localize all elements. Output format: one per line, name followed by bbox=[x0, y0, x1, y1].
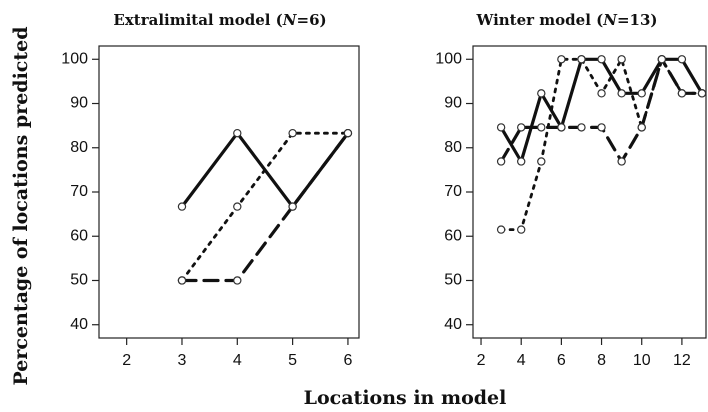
panel-extralimital: Extralimital model (N=6) 40 50 60 70 80 90 100… bbox=[61, 11, 360, 369]
data-point bbox=[517, 157, 526, 166]
data-point bbox=[537, 157, 546, 166]
y-tick-label: 60 bbox=[444, 227, 462, 244]
data-point bbox=[617, 89, 626, 98]
data-point bbox=[288, 128, 297, 138]
data-point bbox=[697, 89, 707, 98]
y-tick-label: 40 bbox=[70, 316, 88, 333]
data-point bbox=[597, 55, 606, 64]
data-point bbox=[637, 123, 646, 132]
data-point bbox=[677, 55, 687, 64]
x-tick-label: 4 bbox=[233, 352, 242, 369]
x-tick-label: 6 bbox=[343, 352, 352, 369]
y-tick-label: 70 bbox=[444, 183, 462, 200]
panel-title: Extralimital model (N=6) bbox=[113, 11, 326, 29]
data-point bbox=[537, 123, 546, 132]
plot-frame bbox=[472, 45, 707, 339]
data-point bbox=[537, 89, 546, 98]
y-tick-label: 50 bbox=[444, 272, 462, 289]
data-point bbox=[617, 157, 626, 166]
data-point bbox=[597, 123, 606, 132]
panel-title: Winter model (N=13) bbox=[476, 11, 658, 29]
series-line-dotted bbox=[180, 131, 350, 282]
y-tick-label: 80 bbox=[444, 139, 462, 156]
x-tick-label: 2 bbox=[477, 352, 486, 369]
x-tick-label: 8 bbox=[597, 352, 606, 369]
x-tick-label: 4 bbox=[517, 352, 526, 369]
data-point bbox=[637, 89, 646, 98]
y-tick-label: 40 bbox=[444, 316, 462, 333]
y-tick-label: 90 bbox=[444, 95, 462, 112]
x-tick-label: 12 bbox=[673, 352, 691, 369]
data-point bbox=[288, 202, 297, 211]
data-point bbox=[233, 202, 242, 211]
data-point bbox=[557, 123, 566, 132]
x-tick-label: 5 bbox=[288, 352, 297, 369]
y-tick-label: 90 bbox=[70, 95, 88, 112]
data-point bbox=[177, 276, 187, 285]
data-point bbox=[557, 55, 566, 64]
series-line-dashed bbox=[499, 57, 704, 164]
data-point bbox=[677, 89, 687, 98]
data-point bbox=[496, 123, 506, 132]
data-point bbox=[597, 89, 606, 98]
series-line-dotted bbox=[499, 57, 704, 232]
x-axis-label: Locations in model bbox=[304, 387, 507, 409]
y-tick-label: 100 bbox=[435, 50, 462, 67]
data-point bbox=[577, 55, 586, 64]
y-axis-label: Percentage of locations predicted bbox=[10, 26, 32, 385]
y-tick-label: 80 bbox=[70, 139, 88, 156]
x-tick-label: 3 bbox=[178, 352, 187, 369]
data-point bbox=[343, 128, 353, 138]
data-point bbox=[517, 123, 526, 132]
data-point bbox=[496, 157, 506, 166]
series-line-dashed bbox=[180, 131, 350, 283]
data-point bbox=[233, 276, 242, 285]
data-point bbox=[496, 225, 506, 234]
y-tick-label: 100 bbox=[61, 50, 88, 67]
data-point bbox=[517, 225, 526, 234]
data-point bbox=[617, 55, 626, 64]
data-point bbox=[577, 123, 586, 132]
panel-winter: Winter model (N=13) 40 50 60 70 80 90 100 2 4 6 8 1… bbox=[435, 11, 707, 369]
x-tick-label: 2 bbox=[122, 352, 131, 369]
plot-frame bbox=[98, 45, 360, 339]
y-tick-label: 70 bbox=[70, 183, 88, 200]
data-point bbox=[657, 55, 667, 64]
data-point bbox=[177, 202, 187, 211]
x-tick-label: 6 bbox=[557, 352, 566, 369]
y-tick-label: 60 bbox=[70, 227, 88, 244]
data-point bbox=[233, 128, 242, 138]
x-tick-label: 10 bbox=[633, 352, 651, 369]
y-tick-label: 50 bbox=[70, 272, 88, 289]
